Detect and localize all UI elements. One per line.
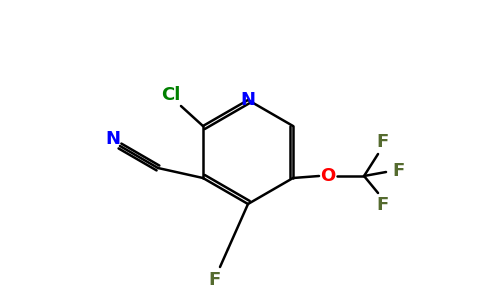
Text: F: F: [376, 133, 388, 151]
Text: F: F: [392, 162, 404, 180]
Text: F: F: [376, 196, 388, 214]
Text: O: O: [320, 167, 336, 185]
Text: N: N: [106, 130, 121, 148]
Text: N: N: [241, 91, 256, 109]
Text: F: F: [209, 271, 221, 289]
Text: Cl: Cl: [161, 86, 181, 104]
